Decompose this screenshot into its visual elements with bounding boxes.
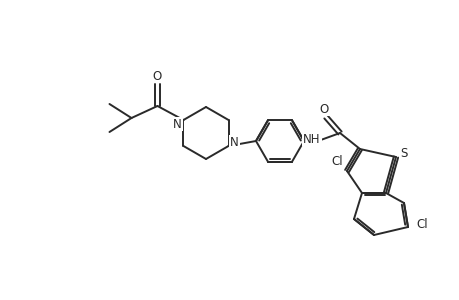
Text: Cl: Cl — [415, 218, 427, 230]
Text: O: O — [152, 70, 162, 83]
Text: N: N — [230, 136, 238, 148]
Text: NH: NH — [302, 133, 320, 146]
Text: O: O — [319, 103, 328, 116]
Text: Cl: Cl — [330, 154, 342, 167]
Text: S: S — [399, 146, 407, 160]
Text: N: N — [173, 118, 181, 130]
